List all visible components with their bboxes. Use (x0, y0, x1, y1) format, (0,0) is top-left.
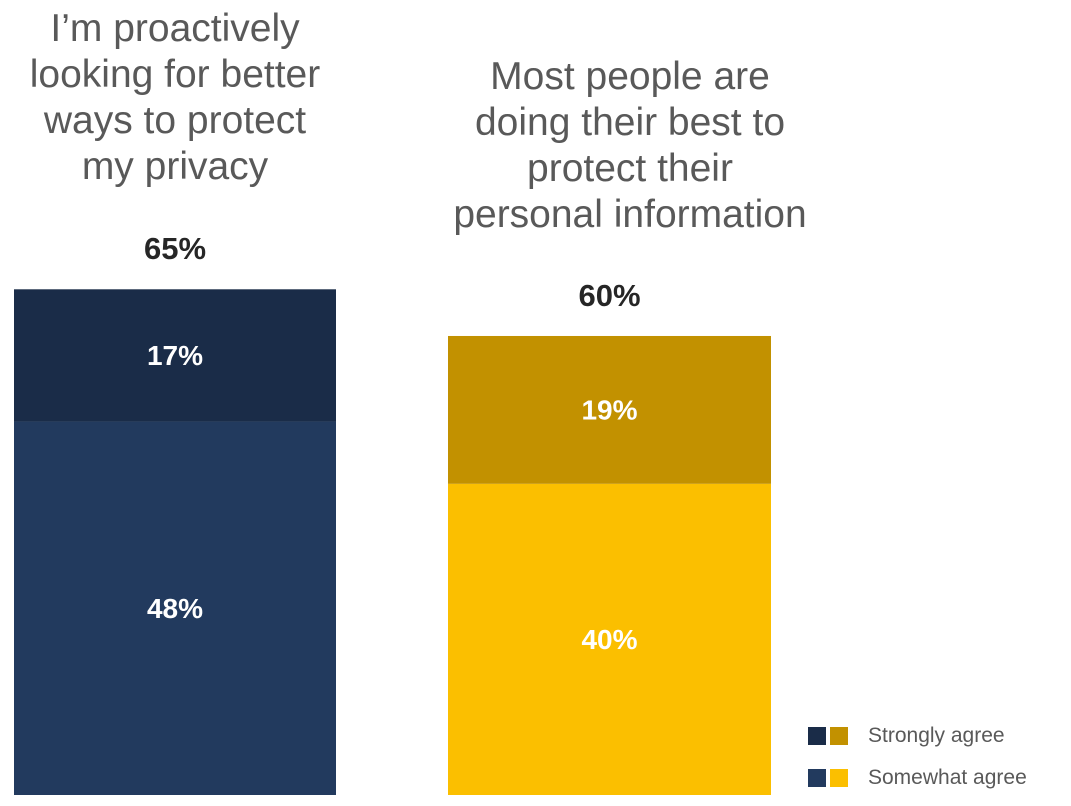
title-line: my privacy (81, 145, 269, 188)
data-label: 40% (581, 624, 637, 655)
title-line: protect their (527, 147, 733, 190)
bar-segment-personal-info-somewhat (448, 483, 771, 795)
legend-label: Somewhat agree (868, 766, 1027, 789)
title-line: doing their best to (474, 101, 786, 144)
bar-segment-privacy-strongly (14, 289, 336, 422)
title-line: ways to protect (43, 99, 307, 142)
legend-swatch-gold (830, 727, 848, 745)
legend-item-strongly-agree: Strongly agree (808, 722, 1068, 750)
legend-swatch-navy (808, 727, 826, 745)
category-title-personal-info: Most people are doing their best to prot… (400, 54, 860, 238)
title-line: looking for better (29, 53, 321, 96)
legend-label: Strongly agree (868, 724, 1005, 747)
bar-segment-privacy-somewhat (14, 421, 336, 795)
category-title-privacy: I’m proactively looking for better ways … (0, 6, 350, 190)
data-label: 19% (581, 394, 637, 425)
title-line: personal information (453, 193, 807, 236)
legend-swatch-blue (808, 769, 826, 787)
bar-segment-personal-info-strongly (448, 335, 771, 484)
data-label: 48% (147, 593, 203, 624)
legend: Strongly agree Somewhat agree (808, 722, 1068, 806)
title-line: Most people are (490, 55, 770, 98)
total-label-personal-info: 60% (578, 277, 641, 313)
legend-item-somewhat-agree: Somewhat agree (808, 764, 1068, 792)
title-line: I’m proactively (50, 7, 300, 50)
legend-swatch-yellow (830, 769, 848, 787)
total-label-privacy: 65% (143, 231, 207, 267)
data-label: 17% (147, 340, 203, 371)
